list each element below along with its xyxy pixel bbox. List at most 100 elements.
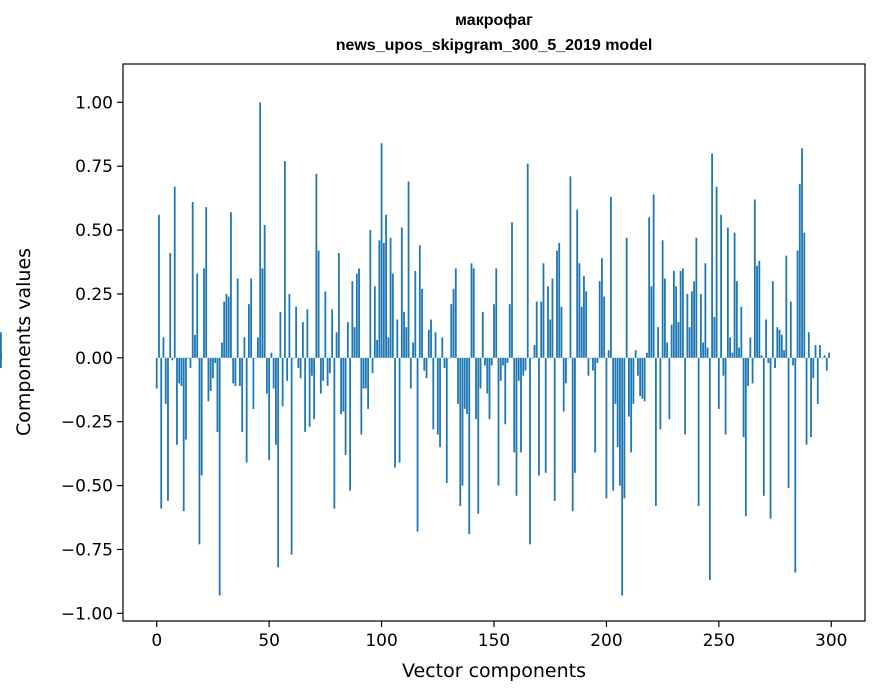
- bar: [789, 301, 792, 358]
- bar: [286, 357, 289, 381]
- bar: [0, 357, 2, 369]
- bar: [308, 357, 311, 427]
- bar: [182, 357, 185, 512]
- bar: [688, 327, 691, 358]
- bar: [263, 224, 266, 358]
- bar: [427, 329, 430, 358]
- bar: [376, 339, 378, 358]
- bar: [349, 357, 351, 491]
- bar: [699, 293, 702, 358]
- bar: [313, 357, 316, 420]
- bar: [538, 357, 540, 476]
- bar: [783, 350, 785, 358]
- bar: [598, 281, 601, 358]
- y-axis-label: Components values: [13, 248, 35, 436]
- bar: [807, 332, 810, 358]
- bar: [695, 237, 698, 358]
- bar: [576, 209, 579, 358]
- bar: [164, 357, 167, 404]
- bar: [625, 237, 628, 358]
- bar: [513, 357, 516, 453]
- bar: [684, 357, 687, 435]
- bar: [475, 357, 477, 420]
- bar: [607, 350, 610, 358]
- bar: [574, 357, 576, 473]
- bar: [459, 357, 462, 507]
- bar: [780, 334, 783, 358]
- bar: [580, 306, 583, 358]
- bar: [340, 357, 342, 415]
- bar: [270, 352, 273, 358]
- bar: [605, 357, 608, 499]
- bar: [637, 357, 639, 376]
- bar: [486, 357, 489, 394]
- bar: [290, 357, 293, 555]
- bar: [558, 242, 561, 358]
- bar: [578, 263, 581, 358]
- bar: [405, 327, 408, 358]
- bar: [223, 301, 226, 358]
- bar: [630, 357, 633, 453]
- bar: [648, 217, 651, 358]
- bar: [180, 357, 183, 386]
- bar: [326, 357, 329, 386]
- bar: [533, 345, 536, 358]
- bar: [738, 347, 740, 358]
- bar: [758, 260, 761, 358]
- y-tick-label: 0.00: [75, 349, 113, 369]
- bar: [816, 357, 819, 404]
- bar: [457, 357, 459, 404]
- bar: [409, 357, 412, 389]
- bar: [466, 357, 468, 415]
- x-tick-label: 200: [590, 631, 622, 651]
- bar: [556, 250, 558, 358]
- x-tick-label: 100: [365, 631, 397, 651]
- bar: [468, 357, 471, 535]
- bar: [632, 357, 635, 404]
- bar: [160, 357, 163, 509]
- bar: [189, 357, 192, 369]
- bar: [798, 184, 801, 358]
- bar: [551, 278, 554, 358]
- bar: [713, 316, 716, 358]
- bar: [805, 357, 808, 445]
- bar: [825, 357, 828, 371]
- bar: [708, 357, 711, 581]
- bar: [232, 357, 235, 384]
- bar: [400, 227, 403, 358]
- bar: [583, 276, 585, 358]
- bar: [214, 357, 217, 363]
- bar: [385, 214, 387, 358]
- bar: [756, 265, 758, 358]
- bar: [722, 357, 725, 376]
- bar: [371, 357, 374, 374]
- bar: [362, 357, 365, 389]
- bar: [803, 232, 806, 358]
- bar: [787, 357, 790, 489]
- bar: [571, 357, 574, 512]
- bar: [212, 357, 214, 379]
- bar: [378, 240, 381, 358]
- plot-frame: [122, 63, 866, 622]
- bar: [616, 357, 619, 448]
- bar: [266, 357, 268, 394]
- bar: [729, 337, 731, 358]
- x-tick-label: 300: [815, 631, 847, 651]
- bar: [819, 345, 821, 358]
- bar: [697, 357, 700, 507]
- bar: [414, 270, 417, 358]
- bar: [560, 306, 563, 358]
- bar: [751, 357, 754, 384]
- bar: [776, 327, 779, 358]
- bar: [306, 309, 309, 358]
- bar: [295, 306, 298, 358]
- bar: [495, 268, 498, 358]
- bar: [209, 357, 212, 392]
- bar: [351, 281, 354, 358]
- x-axis-ticks: 0 50 100 150 200 250 300: [151, 621, 847, 651]
- bar: [720, 214, 722, 358]
- bar: [731, 352, 734, 358]
- bar: [317, 250, 320, 358]
- bar: [497, 357, 500, 486]
- bar: [304, 357, 307, 432]
